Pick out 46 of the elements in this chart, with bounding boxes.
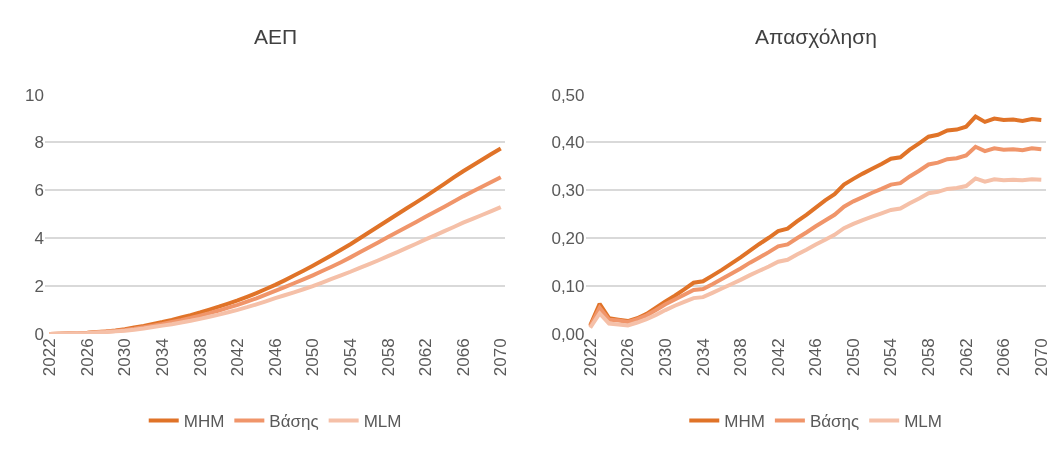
legend-label: Βάσης <box>809 412 860 432</box>
x-tick-label: 2042 <box>768 338 788 377</box>
y-tick-label: 0,10 <box>551 277 585 297</box>
legend-label: MHM <box>183 412 225 432</box>
y-tick-label: 10 <box>25 85 44 105</box>
x-tick-label: 2030 <box>115 338 135 377</box>
x-tick-label: 2026 <box>77 338 97 377</box>
x-tick-label: 2054 <box>340 338 360 377</box>
x-tick-label: 2070 <box>491 338 511 377</box>
y-tick-label: 0 <box>34 324 44 344</box>
x-tick-label: 2066 <box>453 338 473 377</box>
y-tick-label: 0,50 <box>551 85 585 105</box>
x-tick-label: 2038 <box>731 338 751 377</box>
chart-title: Απασχόληση <box>755 25 877 48</box>
legend-label: MLM <box>363 412 402 432</box>
y-tick-label: 2 <box>34 277 44 297</box>
x-tick-label: 2030 <box>655 338 675 377</box>
legend-label: Βάσης <box>269 412 319 432</box>
x-tick-label: 2042 <box>228 338 248 377</box>
line-series <box>47 205 503 334</box>
x-tick-label: 2070 <box>1031 338 1051 377</box>
x-tick-label: 2058 <box>378 338 398 377</box>
line-series <box>588 176 1044 330</box>
y-tick-label: 0,20 <box>551 229 585 249</box>
x-tick-label: 2046 <box>806 338 826 377</box>
x-tick-label: 2034 <box>693 338 713 377</box>
x-tick-label: 2034 <box>152 338 172 377</box>
legend-label: MLM <box>904 412 942 432</box>
x-tick-label: 2046 <box>265 338 285 377</box>
legend-label: MHM <box>724 412 765 432</box>
x-tick-label: 2062 <box>956 338 976 377</box>
chart-title: ΑΕΠ <box>254 25 298 48</box>
y-tick-label: 0,40 <box>551 133 585 153</box>
y-tick-label: 6 <box>34 181 44 201</box>
x-tick-label: 2058 <box>919 338 939 377</box>
x-tick-label: 2066 <box>994 338 1014 377</box>
x-tick-label: 2050 <box>843 338 863 377</box>
y-tick-label: 4 <box>34 229 44 249</box>
x-tick-label: 2026 <box>618 338 638 377</box>
x-tick-label: 2062 <box>416 338 436 377</box>
x-tick-label: 2038 <box>190 338 210 377</box>
y-tick-label: 0,00 <box>551 324 585 344</box>
x-tick-label: 2050 <box>303 338 323 377</box>
x-tick-label: 2054 <box>881 338 901 377</box>
y-tick-label: 0,30 <box>551 181 585 201</box>
y-tick-label: 8 <box>34 133 44 153</box>
